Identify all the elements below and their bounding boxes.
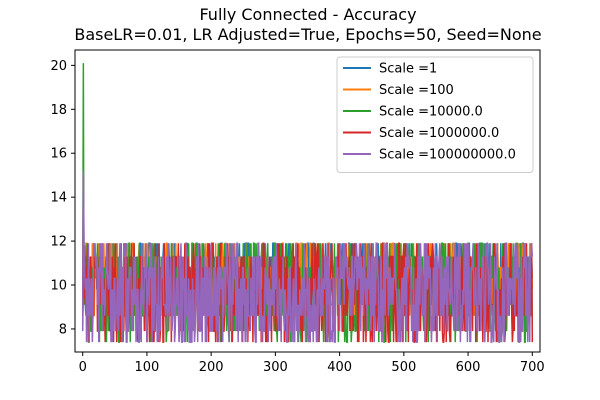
legend-label: Scale =10000.0 bbox=[379, 105, 483, 120]
x-tick-label: 500 bbox=[391, 360, 416, 375]
x-tick-label: 300 bbox=[263, 360, 288, 375]
legend: Scale =1 Scale =100 Scale =10000.0 Scale =1… bbox=[336, 56, 534, 173]
x-tick-label: 200 bbox=[199, 360, 224, 375]
x-tick-label: 400 bbox=[327, 360, 352, 375]
chart-title: Fully Connected - Accuracy bbox=[199, 5, 416, 24]
y-tick-label: 20 bbox=[50, 59, 67, 74]
x-tick-label: 100 bbox=[135, 360, 160, 375]
y-tick-label: 16 bbox=[50, 147, 67, 162]
axes-frame bbox=[74, 49, 541, 353]
legend-box bbox=[336, 56, 534, 173]
x-tick-label: 700 bbox=[520, 360, 545, 375]
y-tick-label: 10 bbox=[50, 279, 67, 294]
x-tick-label: 0 bbox=[79, 360, 87, 375]
x-tick-label: 600 bbox=[456, 360, 481, 375]
plot-area: 0 100 200 300 400 500 600 700 8 10 12 14 16 18 20 bbox=[50, 49, 545, 375]
legend-label: Scale =1000000.0 bbox=[379, 126, 499, 141]
series-line-5 bbox=[81, 170, 534, 343]
legend-label: Scale =100 bbox=[379, 83, 454, 98]
y-tick-label: 18 bbox=[50, 103, 67, 118]
chart-subtitle: BaseLR=0.01, LR Adjusted=True, Epochs=50… bbox=[74, 25, 541, 44]
legend-label: Scale =100000000.0 bbox=[379, 148, 516, 163]
legend-label: Scale =1 bbox=[379, 62, 437, 77]
y-tick-label: 14 bbox=[50, 191, 67, 206]
y-tick-label: 8 bbox=[59, 322, 67, 337]
series-lines bbox=[81, 63, 534, 343]
y-tick-label: 12 bbox=[50, 235, 67, 250]
